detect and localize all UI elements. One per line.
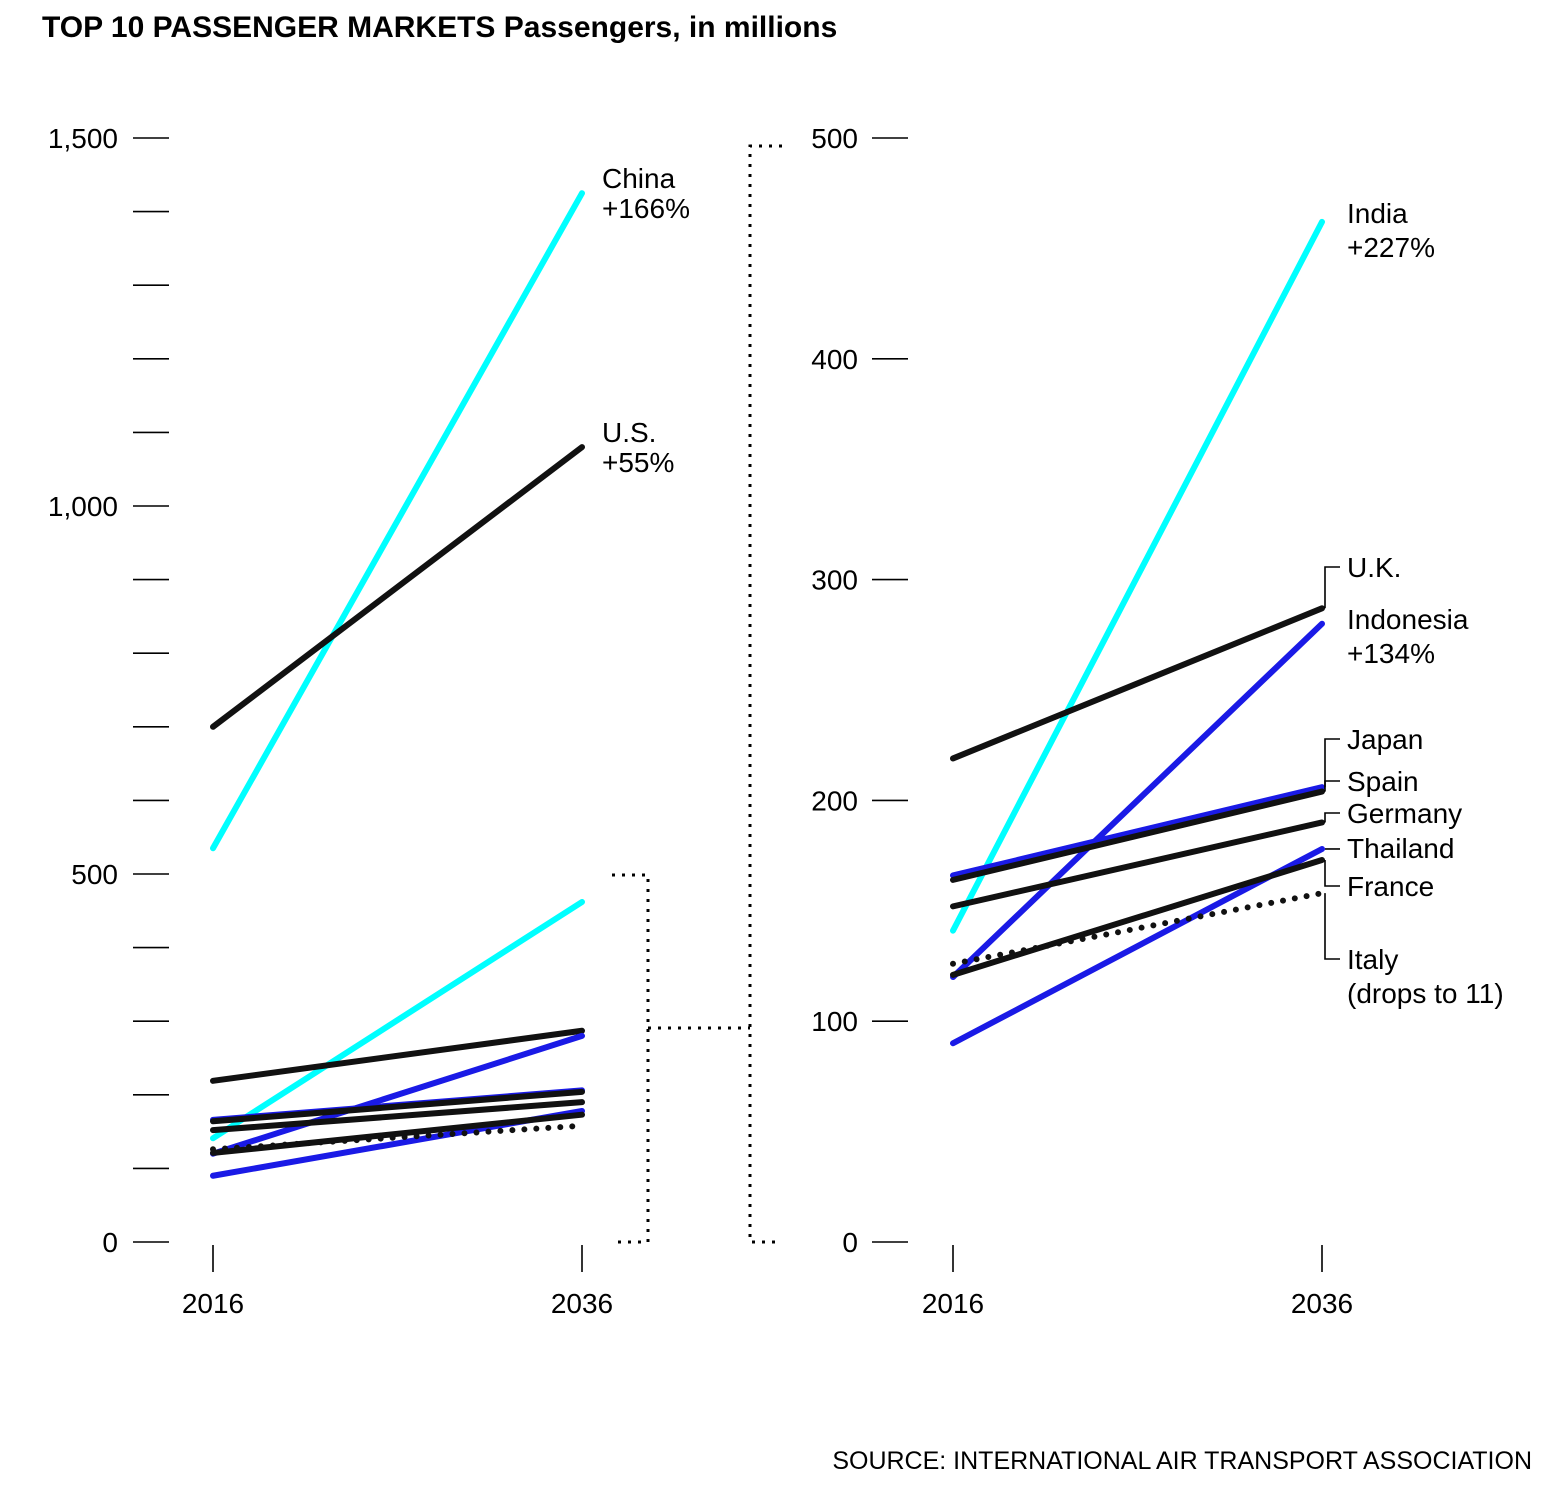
series-label-line: +227%: [1347, 232, 1435, 263]
series-label-germany: Germany: [1347, 798, 1462, 829]
y-tick-label: 100: [811, 1006, 858, 1037]
series-label-indonesia: Indonesia +134%: [1347, 604, 1469, 669]
series-label-line: U.S.: [602, 417, 656, 448]
y-tick-label: 1,500: [48, 123, 118, 154]
label-leader-spain: [1324, 780, 1340, 792]
x-tick-label: 2016: [922, 1288, 984, 1319]
y-tick-label: 200: [811, 785, 858, 816]
label-leader-italy: [1324, 893, 1340, 960]
series-label-italy: Italy (drops to 11): [1347, 944, 1504, 1009]
series-label-spain: Spain: [1347, 766, 1419, 797]
series-label-line: +134%: [1347, 638, 1435, 669]
x-tick-label: 2036: [1291, 1288, 1353, 1319]
label-leader-france: [1324, 860, 1340, 887]
series-label-line: +55%: [602, 447, 674, 478]
series-label-line: U.K.: [1347, 552, 1401, 583]
y-tick-label: 300: [811, 565, 858, 596]
series-label-u-k: U.K.: [1347, 552, 1401, 583]
chart-title: TOP 10 PASSENGER MARKETS Passengers, in …: [42, 11, 837, 44]
series-label-line: Japan: [1347, 724, 1423, 755]
series-line-spain: [950, 788, 1325, 883]
label-leader-germany: [1324, 812, 1340, 823]
label-leader-u-k: [1324, 566, 1340, 609]
series-label-line: Spain: [1347, 766, 1419, 797]
series-label-line: India: [1347, 198, 1408, 229]
panel-zoom-0-500: 0 100 200 300 400 500 2016 2036 India +227% U.K. In…: [811, 123, 1503, 1319]
series-line-japan: [950, 784, 1325, 879]
series-label-line: (drops to 11): [1347, 978, 1504, 1009]
source-note: SOURCE: INTERNATIONAL AIR TRANSPORT ASSO…: [832, 1447, 1532, 1475]
series-label-line: Indonesia: [1347, 604, 1469, 635]
zoom-connector: [612, 144, 782, 1244]
series-label-line: Germany: [1347, 798, 1462, 829]
series-line-indonesia: [210, 1032, 585, 1157]
series-line-india: [210, 898, 585, 1142]
series-line-indonesia: [950, 620, 1325, 981]
label-leader-japan: [1324, 738, 1340, 788]
series-line-france: [950, 857, 1325, 978]
series-line-germany: [210, 1099, 585, 1134]
series-line-spain: [210, 1088, 585, 1125]
series-label-thailand: Thailand: [1347, 833, 1454, 864]
y-tick-label: 500: [811, 123, 858, 154]
zoom-bracket-right: [748, 144, 782, 1244]
series-label-india: India +227%: [1347, 198, 1435, 263]
y-tick-label: 1,000: [48, 491, 118, 522]
series-label-china: China +166%: [602, 163, 690, 224]
series-label-line: Italy: [1347, 944, 1398, 975]
series-label-line: China: [602, 163, 676, 194]
series-label-u-s: U.S. +55%: [602, 417, 674, 478]
x-tick-label: 2016: [182, 1288, 244, 1319]
series-line-u-k: [950, 605, 1325, 762]
series-line-china: [210, 190, 585, 852]
y-tick-label: 0: [842, 1227, 858, 1258]
panel-all-markets: 0 500 1,000 1,500 2016 2036 China +166% U.S. +55%: [48, 123, 690, 1319]
series-line-italy: [950, 890, 1325, 967]
y-tick-label: 500: [71, 859, 118, 890]
x-tick-label: 2036: [551, 1288, 613, 1319]
y-tick-label: 0: [102, 1227, 118, 1258]
series-line-u-k: [210, 1027, 585, 1084]
series-label-line: +166%: [602, 193, 690, 224]
series-line-germany: [950, 819, 1325, 910]
series-line-u-s: [210, 444, 585, 730]
series-label-line: France: [1347, 871, 1434, 902]
zoom-bracket-left: [612, 873, 650, 1244]
series-label-line: Thailand: [1347, 833, 1454, 864]
chart-title-main: TOP 10 PASSENGER MARKETS: [42, 11, 495, 44]
series-line-italy: [210, 1122, 585, 1153]
y-tick-label: 400: [811, 344, 858, 375]
chart-subtitle: Passengers, in millions: [504, 11, 837, 44]
series-label-france: France: [1347, 871, 1434, 902]
series-label-japan: Japan: [1347, 724, 1423, 755]
series-line-india: [950, 218, 1325, 934]
